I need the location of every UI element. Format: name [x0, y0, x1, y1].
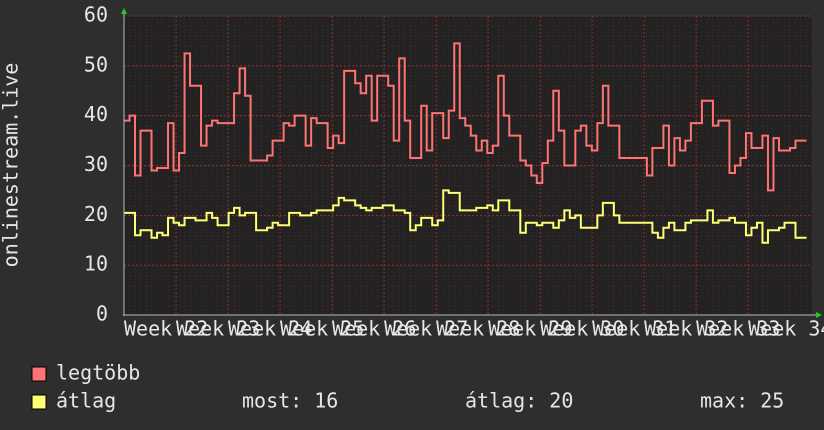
- x-tick-label: Week 25: [280, 317, 364, 341]
- x-tick-label: Week 31: [592, 317, 676, 341]
- stat: most: 16: [242, 389, 338, 413]
- legend-swatch: [31, 394, 47, 410]
- y-tick-label: 40: [84, 102, 108, 126]
- x-tick-label: Week 32: [644, 317, 728, 341]
- legend-label: legtöbb: [56, 361, 140, 385]
- y-tick-label: 30: [84, 152, 108, 176]
- y-tick-label: 20: [84, 202, 108, 226]
- x-tick-label: Week 29: [488, 317, 572, 341]
- x-tick-label: Week 34: [748, 317, 824, 341]
- y-tick-label: 0: [96, 302, 108, 326]
- legend-swatch: [31, 366, 47, 382]
- stat: átlag: 20: [465, 389, 573, 413]
- y-tick-label: 50: [84, 52, 108, 76]
- legend: legtöbb átlag: [31, 361, 140, 413]
- y-axis-label: onlinestream.live: [0, 63, 23, 268]
- x-tick-label: Week 33: [696, 317, 780, 341]
- stat: max: 25: [700, 389, 784, 413]
- x-tick-label: Week 22: [124, 317, 208, 341]
- x-tick-label: Week 27: [384, 317, 468, 341]
- x-tick-label: Week 28: [436, 317, 520, 341]
- series-line: [124, 189, 807, 244]
- x-tick-label: Week 23: [176, 317, 260, 341]
- legend-label: átlag: [56, 389, 116, 413]
- x-tick-label: Week 30: [540, 317, 624, 341]
- x-tick-label: Week 26: [332, 317, 416, 341]
- x-arrow: [816, 312, 822, 318]
- y-tick-label: 60: [84, 3, 108, 27]
- y-tick-label: 10: [84, 252, 108, 276]
- lines: [124, 42, 807, 244]
- y-arrow: [121, 8, 127, 14]
- series-line: [124, 42, 807, 192]
- x-tick-label: Week 24: [228, 317, 312, 341]
